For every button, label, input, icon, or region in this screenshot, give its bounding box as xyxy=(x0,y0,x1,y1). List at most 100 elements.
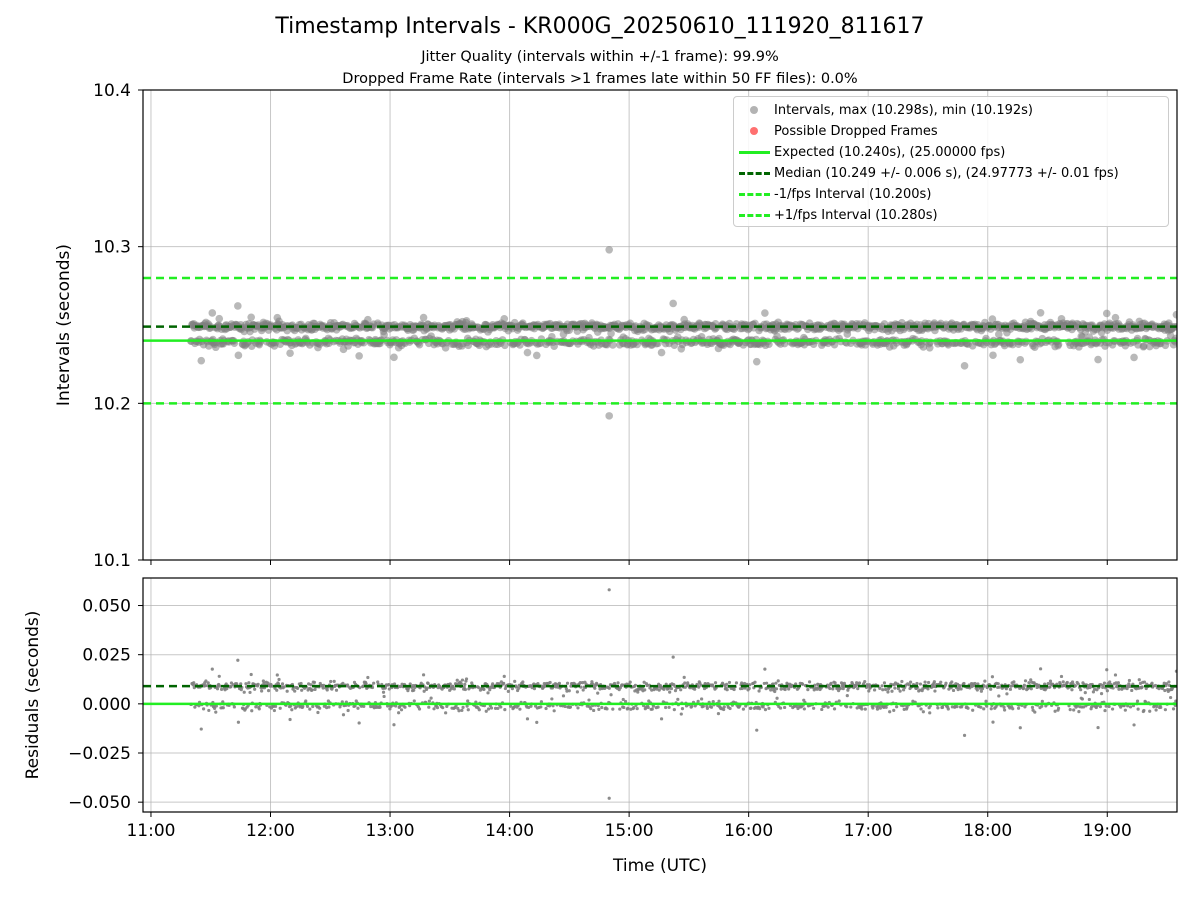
residual-point xyxy=(838,687,842,691)
residual-point xyxy=(659,717,664,721)
interval-point xyxy=(607,329,615,338)
residual-point xyxy=(536,681,540,686)
residual-point xyxy=(682,675,686,679)
interval-point xyxy=(1140,342,1148,350)
residual-point xyxy=(774,681,778,685)
residual-point xyxy=(946,707,950,711)
residual-point xyxy=(623,699,628,704)
residual-point xyxy=(1120,686,1125,690)
residual-point xyxy=(452,687,456,691)
residual-point xyxy=(980,687,985,691)
residual-point xyxy=(918,682,923,686)
residual-point xyxy=(213,706,217,710)
residual-point xyxy=(275,688,279,692)
residual-point xyxy=(313,687,317,692)
residual-point xyxy=(1154,708,1158,712)
residual-point xyxy=(616,681,620,685)
residual-point xyxy=(1157,687,1161,691)
residual-point xyxy=(482,687,486,691)
residual-point xyxy=(656,705,660,709)
residual-point xyxy=(596,691,600,695)
residual-point xyxy=(593,686,597,690)
residual-point xyxy=(1155,704,1159,709)
residual-point xyxy=(310,688,314,692)
residual-point xyxy=(881,688,885,692)
residual-point xyxy=(1110,707,1115,711)
residual-point xyxy=(863,707,867,711)
interval-point xyxy=(960,362,969,370)
residual-point xyxy=(657,688,661,692)
residual-point xyxy=(926,687,930,691)
residual-point xyxy=(502,674,506,678)
residual-point xyxy=(329,679,333,684)
residual-point xyxy=(646,705,650,710)
residual-point xyxy=(959,687,963,691)
gray-dot-icon xyxy=(750,106,758,114)
y-tick-label: −0.025 xyxy=(68,744,131,764)
residual-point xyxy=(218,684,222,688)
interval-point xyxy=(390,353,398,362)
interval-point xyxy=(208,309,217,317)
residual-point xyxy=(1030,705,1035,709)
residual-point xyxy=(1003,708,1007,712)
residual-point xyxy=(1098,705,1102,709)
residual-point xyxy=(325,688,329,692)
residual-point xyxy=(755,728,759,732)
residual-point xyxy=(214,704,218,708)
residual-point xyxy=(304,699,308,703)
residual-point xyxy=(666,686,671,690)
residual-point xyxy=(312,680,317,684)
residual-point xyxy=(272,708,276,713)
interval-point xyxy=(605,412,613,420)
interval-point xyxy=(765,340,773,349)
residual-point xyxy=(607,588,611,592)
residual-point xyxy=(832,707,837,711)
residual-point xyxy=(301,704,305,708)
residual-point xyxy=(611,707,615,711)
residual-point xyxy=(671,655,675,659)
residual-point xyxy=(236,658,240,662)
residual-point xyxy=(445,704,449,708)
residual-point xyxy=(664,705,668,710)
legend-item-dropped-frames: Possible Dropped Frames xyxy=(734,121,938,141)
legend-label: Median (10.249 +/- 0.006 s), (24.97773 +… xyxy=(774,165,1119,181)
residual-point xyxy=(256,682,260,686)
residual-point xyxy=(1080,697,1084,701)
chart-title: Timestamp Intervals - KR000G_20250610_11… xyxy=(275,14,925,39)
residual-point xyxy=(1130,688,1134,693)
residual-point xyxy=(235,682,239,686)
residual-point xyxy=(778,706,783,710)
residual-point xyxy=(427,699,431,703)
residual-point xyxy=(928,711,932,715)
residual-point xyxy=(696,699,700,703)
residual-point xyxy=(398,684,402,689)
residual-point xyxy=(1148,709,1152,713)
residual-point xyxy=(497,682,501,686)
residual-point xyxy=(1150,681,1154,685)
residual-point xyxy=(705,706,710,710)
residual-point xyxy=(1048,679,1053,683)
residual-point xyxy=(932,680,936,684)
residual-point xyxy=(962,733,967,738)
residual-point xyxy=(289,704,293,708)
residual-point xyxy=(311,704,315,709)
residual-point xyxy=(826,705,830,709)
y-tick-label: 0.000 xyxy=(82,695,131,715)
y-tick-label: 10.2 xyxy=(93,394,131,414)
residual-point xyxy=(884,687,888,692)
residual-point xyxy=(249,672,253,677)
residual-point xyxy=(486,707,491,711)
residual-point xyxy=(378,705,382,709)
residual-point xyxy=(597,707,601,711)
residual-point xyxy=(273,704,278,708)
interval-point xyxy=(501,341,509,350)
residual-point xyxy=(579,685,583,689)
residual-point xyxy=(1132,723,1136,727)
interval-point xyxy=(989,351,997,360)
residual-point xyxy=(773,689,777,694)
interval-point xyxy=(1102,309,1111,318)
residual-point xyxy=(294,705,299,709)
interval-point xyxy=(364,315,372,324)
residual-point xyxy=(618,707,622,711)
solid-line-icon xyxy=(739,151,770,154)
